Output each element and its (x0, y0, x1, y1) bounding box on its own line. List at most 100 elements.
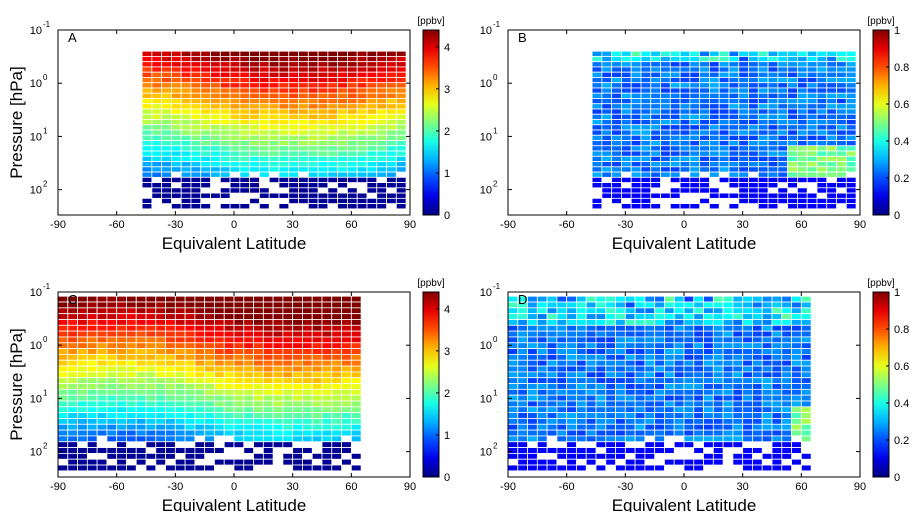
heatmap-cell (527, 464, 538, 472)
heatmap-cell (826, 82, 837, 89)
heatmap-cell (135, 447, 147, 454)
heatmap-cell (693, 429, 704, 437)
heatmap-cell (816, 203, 828, 210)
heatmap-cell (145, 301, 157, 309)
heatmap-cell (259, 103, 270, 110)
heatmap-cell (536, 458, 548, 466)
heatmap-cell (262, 423, 274, 431)
heatmap-cell (644, 348, 656, 355)
heatmap-cell (366, 108, 378, 115)
heatmap-cell (141, 113, 153, 120)
heatmap-cell (67, 429, 78, 437)
heatmap-cell (331, 423, 342, 431)
heatmap-cell (259, 161, 270, 168)
heatmap-cell (268, 66, 280, 73)
heatmap-cell (787, 203, 798, 210)
heatmap-cell (748, 134, 759, 141)
heatmap-cell (752, 412, 763, 419)
heatmap-cell (327, 166, 339, 173)
heatmap-cell (292, 330, 303, 338)
heatmap-cell (106, 400, 118, 408)
heatmap-cell (214, 359, 225, 367)
heatmap-cell (307, 134, 319, 141)
heatmap-cell (816, 98, 828, 105)
heatmap-cell (253, 365, 264, 373)
heatmap-cell (307, 155, 319, 162)
heatmap-cell (77, 359, 88, 367)
heatmap-cell (171, 50, 182, 57)
heatmap-cell (282, 295, 294, 303)
heatmap-cell (699, 103, 710, 110)
heatmap-cell (644, 307, 656, 315)
heatmap-cell (302, 377, 313, 384)
heatmap-cell (673, 406, 685, 414)
heatmap-cell (135, 429, 147, 437)
heatmap-cell (253, 406, 264, 414)
heatmap-cell (151, 187, 163, 194)
heatmap-cell (693, 307, 704, 315)
heatmap-cell (126, 354, 137, 361)
heatmap-cell (709, 145, 720, 152)
heatmap-cell (781, 447, 792, 454)
heatmap-cell (386, 166, 397, 173)
heatmap-cell (507, 336, 519, 344)
heatmap-cell (703, 377, 714, 384)
heatmap-cell (171, 71, 182, 78)
heatmap-cell (341, 441, 352, 448)
heatmap-cell (718, 113, 730, 120)
heatmap-cell (640, 182, 652, 189)
heatmap-cell (709, 71, 720, 78)
heatmap-cell (347, 108, 358, 115)
heatmap-cell (689, 203, 701, 210)
heatmap-cell (253, 441, 264, 448)
heatmap-cell (556, 377, 568, 384)
heatmap-cell (350, 359, 362, 367)
heatmap-cell (771, 429, 783, 437)
heatmap-cell (800, 452, 812, 460)
heatmap-cell (797, 92, 808, 99)
heatmap-cell (214, 406, 225, 414)
heatmap-cell (757, 119, 769, 126)
heatmap-cell (664, 319, 675, 326)
heatmap-cell (161, 192, 172, 199)
heatmap-cell (699, 71, 710, 78)
heatmap-cell (664, 330, 675, 338)
heatmap-cell (116, 388, 127, 396)
heatmap-cell (174, 458, 186, 466)
heatmap-cell (141, 87, 153, 94)
heatmap-cell (288, 87, 299, 94)
heatmap-cell (395, 155, 407, 162)
heatmap-cell (546, 371, 558, 379)
heatmap-cell (151, 155, 163, 162)
heatmap-cell (621, 176, 632, 183)
heatmap-cell (771, 406, 783, 414)
heatmap-cell (791, 359, 802, 367)
y-tick-exponent: 1 (43, 126, 48, 135)
heatmap-cell (165, 464, 176, 472)
heatmap-cell (634, 383, 646, 390)
y-tick-exponent: 2 (43, 442, 48, 451)
heatmap-cell (595, 377, 607, 384)
heatmap-cell (660, 119, 671, 126)
heatmap-cell (591, 155, 603, 162)
heatmap-cell (223, 295, 235, 303)
x-tick-label: 0 (681, 219, 687, 231)
heatmap-cell (836, 176, 847, 183)
heatmap-cell (621, 124, 632, 131)
heatmap-cell (106, 354, 118, 361)
heatmap-cell (800, 388, 812, 396)
heatmap-cell (57, 359, 69, 367)
heatmap-cell (624, 354, 636, 361)
heatmap-cell (233, 464, 245, 472)
heatmap-cell (634, 418, 646, 425)
heatmap-cell (679, 182, 691, 189)
heatmap-cell (826, 187, 837, 194)
heatmap-cell (611, 134, 622, 141)
heatmap-cell (777, 197, 789, 205)
heatmap-cell (155, 313, 166, 320)
heatmap-cell (288, 187, 299, 194)
heatmap-cell (151, 77, 163, 84)
heatmap-cell (67, 435, 78, 443)
heatmap-cell (302, 301, 313, 309)
heatmap-cell (288, 108, 299, 115)
